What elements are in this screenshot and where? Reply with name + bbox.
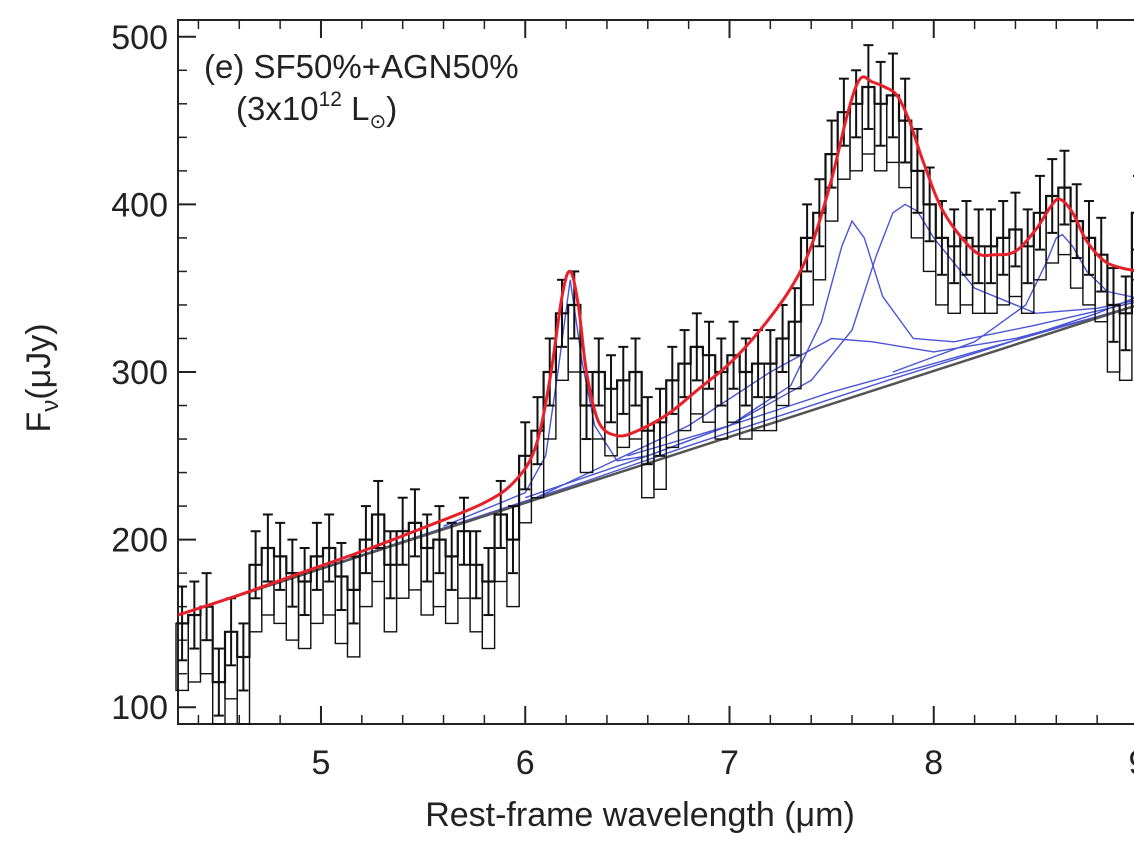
y-tick-label: 500 xyxy=(111,19,168,57)
x-axis-label: Rest-frame wavelength (μm) xyxy=(425,796,855,834)
tick-labels: 5 6 7 8 9 100 200 300 400 500 xyxy=(111,19,1134,782)
observed-spectrum xyxy=(175,44,1134,725)
continuum xyxy=(177,304,1134,617)
component-curve xyxy=(443,279,1134,527)
y-axis-label: Fν(μJy) xyxy=(20,323,64,432)
axis-ticks xyxy=(178,20,1098,724)
annotation-line2: (3x1012 L⊙) xyxy=(236,88,397,133)
y-tick-label: 100 xyxy=(111,689,168,727)
model-fit-curve xyxy=(177,75,1134,617)
x-tick-label: 6 xyxy=(516,744,535,782)
x-tick-label: 9 xyxy=(1129,744,1134,782)
x-tick-label: 8 xyxy=(924,744,943,782)
x-tick-label: 7 xyxy=(720,744,739,782)
x-tick-label: 5 xyxy=(312,744,331,782)
component-curve xyxy=(892,233,1134,373)
y-tick-label: 200 xyxy=(111,522,168,560)
continuum-line xyxy=(177,304,1134,617)
total-model-fit xyxy=(177,75,1134,617)
plot-frame xyxy=(177,19,1134,725)
data-histogram xyxy=(176,85,1134,684)
y-tick-label: 300 xyxy=(111,354,168,392)
annotation-line1: (e) SF50%+AGN50% xyxy=(204,48,519,85)
y-tick-label: 400 xyxy=(111,186,168,224)
component-curve xyxy=(627,203,1134,457)
